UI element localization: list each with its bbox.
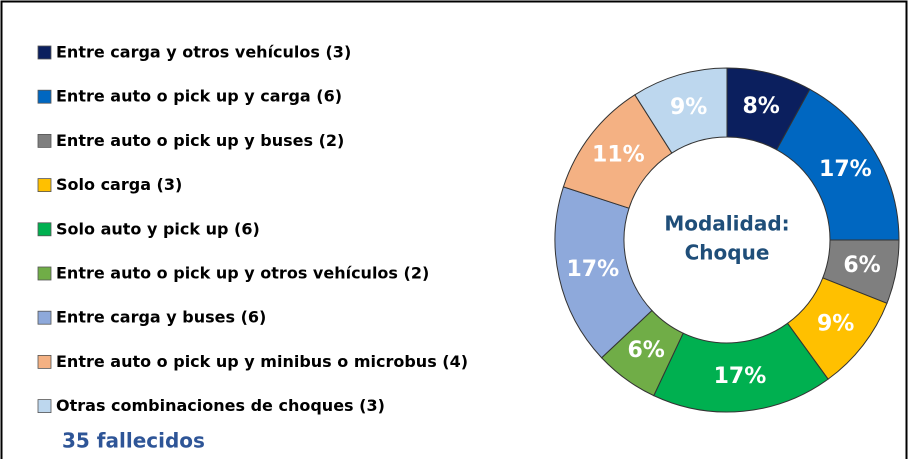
data-label: 17% [819, 157, 872, 182]
data-label: 11% [592, 143, 645, 168]
legend-swatch [37, 354, 52, 369]
legend-label: Solo carga (3) [56, 175, 182, 194]
data-label: 17% [566, 257, 619, 282]
legend-label: Entre auto o pick up y otros vehículos (… [56, 264, 429, 283]
legend-swatch [37, 266, 52, 281]
data-label: 9% [817, 311, 854, 336]
legend-swatch [37, 45, 52, 60]
center-text: Modalidad: [664, 212, 789, 236]
legend-label: Entre auto o pick up y carga (6) [56, 87, 342, 106]
legend-label: Entre auto o pick up y buses (2) [56, 131, 344, 150]
annotation: 35 fallecidos [62, 429, 205, 453]
legend-swatch [37, 178, 52, 193]
data-label: 6% [843, 253, 880, 278]
legend-label: Solo auto y pick up (6) [56, 219, 260, 238]
legend-swatch [37, 399, 52, 414]
center-text: Choque [685, 241, 770, 265]
data-label: 17% [714, 364, 767, 389]
legend-label: Entre carga y otros vehículos (3) [56, 43, 351, 62]
donut-segment [634, 67, 728, 154]
legend-swatch [37, 133, 52, 148]
legend-label: Entre auto o pick up y minibus o microbu… [56, 352, 468, 371]
legend-label: Entre carga y buses (6) [56, 308, 266, 327]
legend-swatch [37, 89, 52, 104]
legend-swatch [37, 222, 52, 237]
data-label: 8% [743, 94, 780, 119]
legend-swatch [37, 310, 52, 325]
data-label: 6% [627, 338, 664, 363]
legend-label: Otras combinaciones de choques (3) [56, 396, 385, 415]
data-label: 9% [670, 95, 707, 120]
